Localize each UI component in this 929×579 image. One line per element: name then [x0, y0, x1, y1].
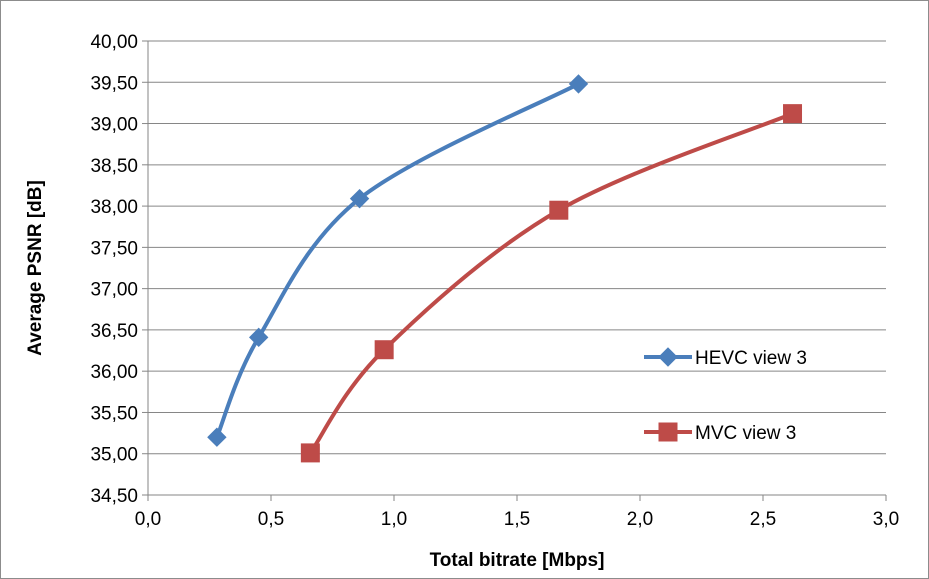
y-tick-label: 40,00 [90, 32, 138, 53]
series-line [215, 82, 580, 438]
gridlines [142, 40, 887, 501]
legend-entry: HEVC view 3 [644, 347, 807, 369]
y-tick-label: 35,50 [90, 403, 138, 424]
x-axis-title: Total bitrate [Mbps] [430, 550, 605, 571]
data-point [248, 327, 269, 348]
series [207, 74, 803, 463]
x-tick-label: 1,5 [504, 509, 530, 530]
data-point [207, 427, 227, 447]
data-point [374, 340, 394, 360]
x-tick-label: 0,0 [135, 509, 161, 530]
x-tick-label: 2,0 [627, 509, 653, 530]
series-mvc-view-3 [300, 104, 803, 463]
y-tick-label: 38,50 [90, 156, 138, 177]
series-hevc-view-3 [207, 74, 589, 447]
x-tick-labels: 0,0 0,5 1,0 1,5 2,0 2,5 3,0 [135, 509, 899, 530]
x-tick-label: 2,5 [750, 509, 776, 530]
y-tick-label: 36,00 [90, 362, 138, 383]
legend-marker [658, 347, 678, 367]
legend-label: HEVC view 3 [695, 348, 807, 369]
y-tick-label: 39,00 [90, 115, 138, 136]
y-tick-label: 37,50 [90, 238, 138, 259]
data-point [549, 200, 569, 220]
y-axis-title: Average PSNR [dB] [25, 180, 46, 356]
data-point [568, 74, 589, 94]
axes [147, 41, 886, 496]
legend-label: MVC view 3 [695, 423, 796, 444]
series-line [308, 111, 794, 455]
y-tick-label: 37,00 [90, 280, 138, 301]
x-tick-label: 0,5 [258, 509, 284, 530]
legend-marker [658, 422, 678, 442]
y-tick-label: 36,50 [90, 321, 138, 342]
legend-entry: MVC view 3 [644, 422, 796, 444]
y-tick-label: 39,50 [90, 73, 138, 94]
y-tick-labels: 34,50 35,00 35,50 36,00 36,50 37,00 37,50 38,00… [90, 32, 138, 507]
y-tick-label: 35,00 [90, 445, 138, 466]
legend: HEVC view 3 MVC view 3 [644, 347, 807, 444]
y-tick-label: 38,00 [90, 197, 138, 218]
y-tick-label: 34,50 [90, 486, 138, 507]
x-tick-label: 3,0 [873, 509, 899, 530]
data-point [300, 443, 320, 463]
data-point [783, 104, 803, 124]
x-tick-label: 1,0 [381, 509, 407, 530]
data-point [349, 188, 370, 209]
